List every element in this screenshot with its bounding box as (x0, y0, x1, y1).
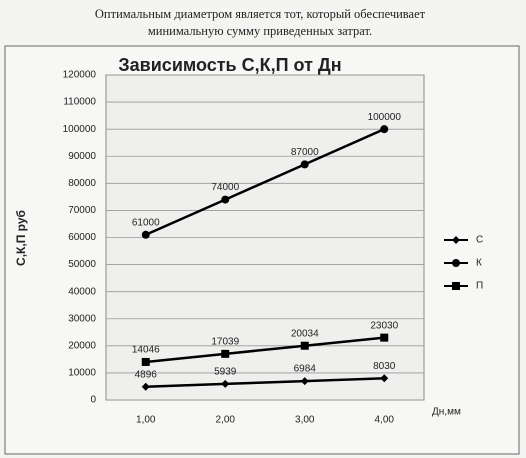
marker (221, 195, 230, 204)
marker (300, 341, 309, 350)
marker (300, 377, 309, 386)
data-label: 8030 (373, 361, 396, 372)
x-tick-label: 4,00 (375, 415, 395, 426)
marker (141, 357, 150, 366)
legend-label: К (476, 258, 482, 269)
y-tick-label: 60000 (68, 232, 96, 243)
marker (380, 125, 389, 134)
data-label: 17039 (211, 336, 239, 347)
marker (221, 349, 230, 358)
y-axis-label: С,К,П руб (14, 210, 28, 266)
y-tick-label: 80000 (68, 178, 96, 189)
marker (221, 379, 230, 388)
series-line (145, 336, 385, 364)
y-tick-label: 40000 (68, 286, 96, 297)
y-tick-label: 10000 (68, 368, 96, 379)
marker (452, 236, 460, 244)
y-tick-label: 0 (90, 395, 96, 406)
marker (380, 333, 389, 342)
y-tick-label: 90000 (68, 151, 96, 162)
caption: Оптимальным диаметром является тот, кото… (94, 7, 426, 38)
y-tick-label: 70000 (68, 205, 96, 216)
legend-label: С (476, 235, 483, 246)
data-label: 20034 (291, 328, 319, 339)
data-label: 100000 (368, 112, 402, 123)
series-line (145, 377, 385, 388)
data-label: 6984 (294, 364, 317, 375)
y-tick-label: 120000 (63, 70, 97, 81)
x-tick-label: 2,00 (216, 415, 236, 426)
legend-label: П (476, 281, 483, 292)
marker (141, 230, 150, 239)
marker (380, 374, 389, 383)
data-label: 74000 (211, 182, 239, 193)
marker (452, 282, 460, 290)
y-tick-label: 20000 (68, 340, 96, 351)
data-label: 87000 (291, 147, 319, 158)
data-label: 5939 (214, 367, 237, 378)
data-label: 4896 (135, 369, 158, 380)
series-line (145, 128, 385, 236)
y-tick-label: 110000 (63, 97, 96, 108)
y-tick-label: 50000 (68, 259, 96, 270)
y-tick-label: 30000 (68, 313, 96, 324)
chart-title: Зависимость С,К,П от Дн (118, 55, 341, 75)
marker (300, 160, 309, 169)
x-tick-label: 3,00 (295, 415, 315, 426)
y-tick-label: 100000 (63, 124, 97, 135)
data-label: 14046 (132, 345, 160, 356)
marker (141, 382, 150, 391)
data-label: 61000 (132, 217, 160, 228)
x-axis-label: Дн,мм (432, 407, 461, 418)
marker (452, 259, 460, 267)
data-label: 23030 (370, 320, 398, 331)
x-tick-label: 1,00 (136, 415, 156, 426)
